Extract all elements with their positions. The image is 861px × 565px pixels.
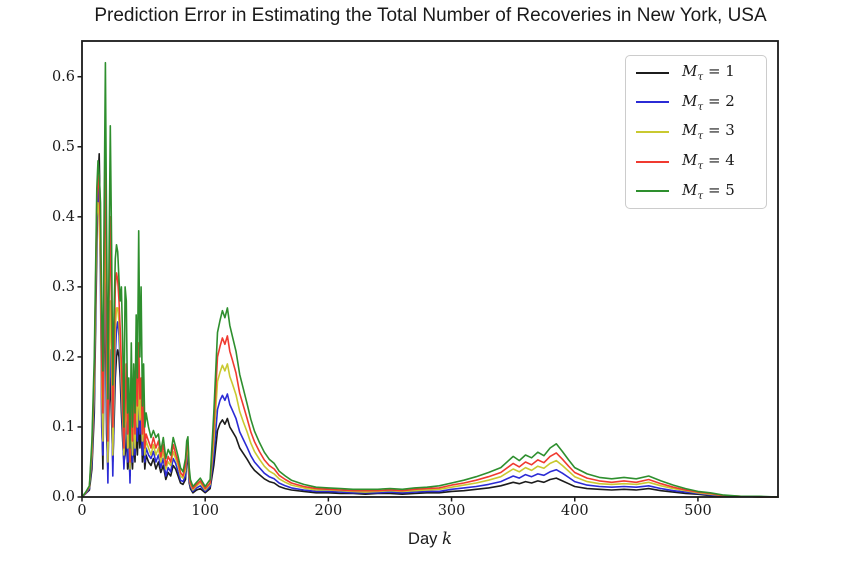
y-tick-label: 0.4 — [51, 208, 75, 225]
legend-label: Mτ = 3 — [682, 121, 735, 143]
legend-line-swatch — [636, 130, 669, 133]
legend-item-mtau-4: Mτ = 4 — [626, 148, 766, 176]
x-axis-label-text: Day — [408, 530, 438, 548]
y-tick-label: 0.6 — [51, 68, 75, 85]
y-tick-label: 0.2 — [51, 348, 75, 365]
chart-title: Prediction Error in Estimating the Total… — [94, 5, 767, 26]
legend-item-mtau-1: Mτ = 1 — [626, 59, 766, 87]
plot-border — [81, 40, 779, 498]
series-line-mtau-3 — [81, 202, 779, 498]
x-tick-label: 400 — [560, 503, 589, 519]
legend-item-mtau-2: Mτ = 2 — [626, 88, 766, 116]
x-tick-label: 200 — [314, 503, 343, 519]
x-axis-label: Day k — [82, 529, 778, 549]
x-tick-label: 500 — [684, 503, 712, 519]
legend-line-swatch — [636, 190, 669, 193]
legend-label: Mτ = 5 — [682, 180, 735, 202]
legend-label: Mτ = 4 — [682, 151, 735, 173]
x-tick-label: 300 — [437, 503, 466, 519]
legend-label: Mτ = 2 — [682, 91, 735, 113]
x-axis-label-math: k — [441, 529, 452, 548]
x-tick-label: 100 — [191, 503, 220, 519]
y-tick-label: 0.1 — [51, 418, 75, 435]
legend-line-swatch — [636, 71, 669, 74]
x-tick-label: 0 — [77, 503, 87, 519]
series-line-mtau-4 — [81, 153, 779, 498]
legend: Mτ = 1 Mτ = 2 Mτ = 3 Mτ = 4 Mτ = 5 — [625, 55, 767, 209]
y-tick-label: 0.0 — [51, 489, 75, 505]
series-line-mtau-5 — [81, 61, 779, 498]
legend-line-swatch — [636, 101, 669, 104]
legend-item-mtau-5: Mτ = 5 — [626, 177, 766, 205]
series-line-mtau-1 — [81, 153, 779, 498]
y-tick-label: 0.5 — [51, 138, 75, 155]
legend-label: Mτ = 1 — [682, 62, 735, 84]
y-tick-label: 0.3 — [51, 278, 75, 295]
legend-item-mtau-3: Mτ = 3 — [626, 118, 766, 146]
series-line-mtau-2 — [81, 188, 779, 498]
legend-line-swatch — [636, 160, 669, 163]
